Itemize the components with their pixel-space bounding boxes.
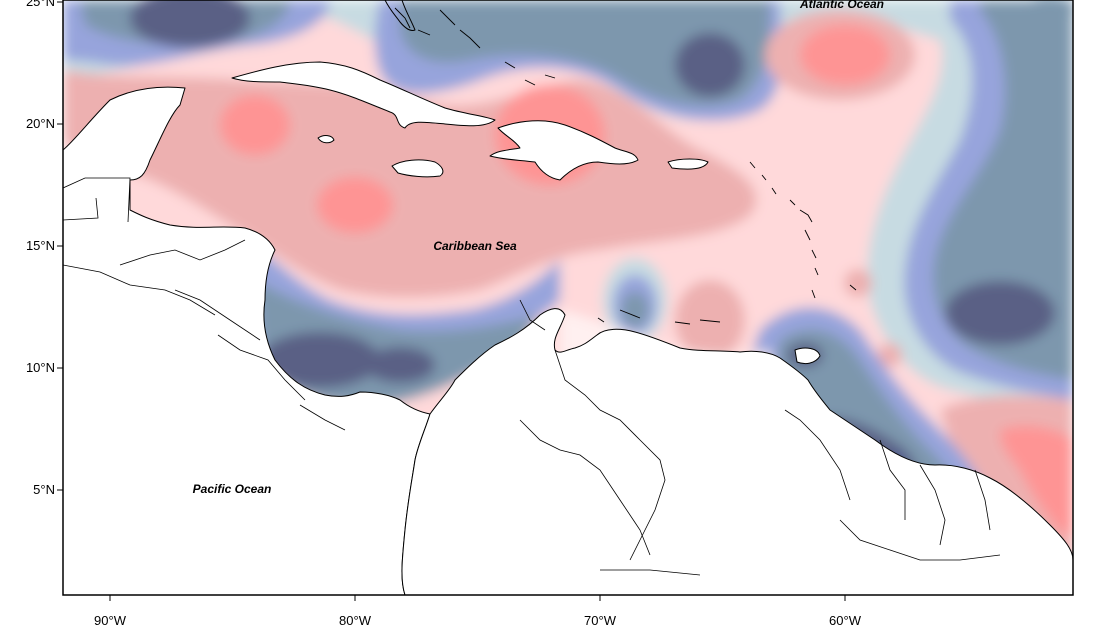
islands xyxy=(394,7,857,325)
pos-zone-south xyxy=(675,280,745,360)
neg-zone-east-3 xyxy=(933,0,1073,380)
land-jamaica xyxy=(391,159,444,178)
neg-core-bahamas xyxy=(675,33,745,97)
pos-core-southeast xyxy=(1000,425,1073,540)
lat-axis: 25°N 20°N 15°N 10°N 5°N xyxy=(26,0,63,497)
neg-core-abc xyxy=(621,292,649,328)
neg-core-southwest xyxy=(260,332,380,388)
neg-zone-bahamas-2 xyxy=(400,0,770,107)
map-frame xyxy=(62,0,1074,596)
lon-tick-label: 80°W xyxy=(339,613,372,628)
lat-tick-label: 15°N xyxy=(26,238,55,253)
land-hispaniola xyxy=(489,120,639,181)
lat-tick-label: 20°N xyxy=(26,116,55,131)
atlantic-ocean-label: Atlantic Ocean xyxy=(799,0,884,11)
lat-tick-label: 25°N xyxy=(26,0,55,9)
pos-core-atlantic xyxy=(800,25,890,85)
lon-tick-label: 70°W xyxy=(584,613,617,628)
anomaly-field xyxy=(63,0,1073,595)
pos-core-central xyxy=(317,177,393,233)
lon-tick-label: 60°W xyxy=(829,613,862,628)
land-puerto-rico xyxy=(667,158,709,170)
lat-tick-label: 5°N xyxy=(33,482,55,497)
borders xyxy=(63,177,1001,576)
neg-core-nw xyxy=(130,0,250,48)
pos-spot-east xyxy=(844,269,872,297)
neg-core-east xyxy=(945,281,1055,345)
pos-core-west xyxy=(220,95,290,155)
neg-core-ne xyxy=(1025,0,1073,20)
lat-tick-label: 10°N xyxy=(26,360,55,375)
neg-core-southwest-2 xyxy=(365,347,435,383)
pos-spot-east-2 xyxy=(878,343,902,367)
land-masses xyxy=(63,0,1073,595)
pos-spot-abc xyxy=(575,290,595,310)
land-trinidad xyxy=(794,347,821,365)
land-cuba xyxy=(231,61,496,129)
lon-tick-label: 90°W xyxy=(94,613,127,628)
land-florida xyxy=(384,0,416,31)
lon-axis: 90°W 80°W 70°W 60°W xyxy=(94,595,862,628)
pacific-ocean-label: Pacific Ocean xyxy=(193,482,272,496)
caribbean-sea-label: Caribbean Sea xyxy=(433,239,517,253)
land-isla-juventud xyxy=(317,135,335,144)
